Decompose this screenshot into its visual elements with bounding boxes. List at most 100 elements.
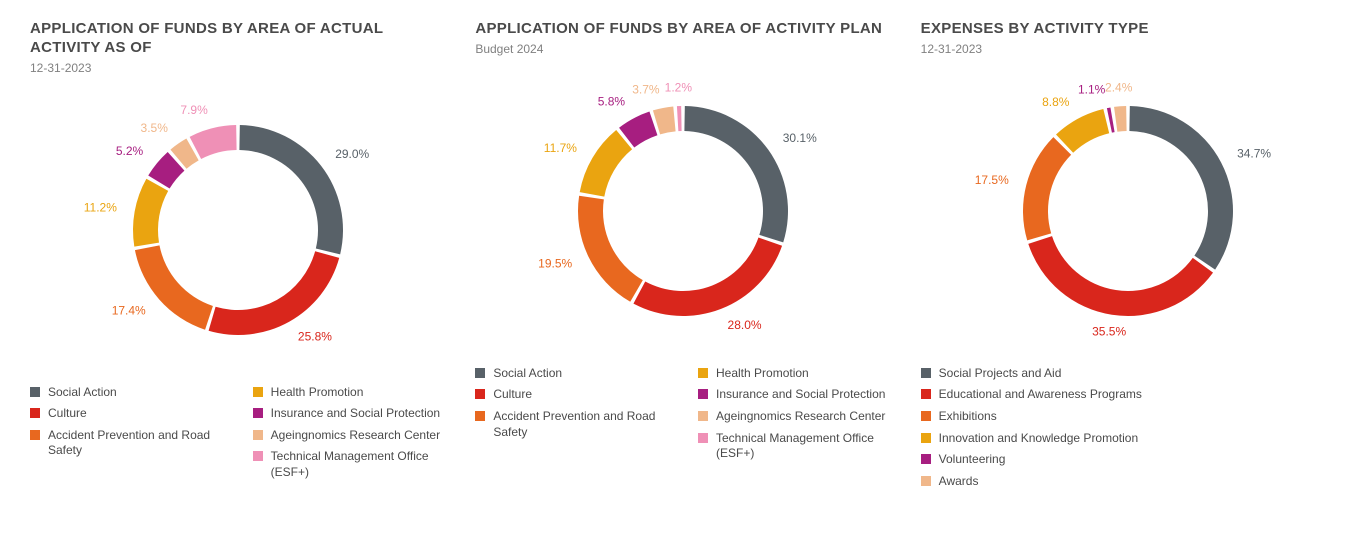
legend-label: Educational and Awareness Programs	[939, 387, 1142, 403]
donut-slice	[239, 125, 343, 254]
slice-label: 7.9%	[180, 102, 208, 116]
legend-swatch	[698, 389, 708, 399]
legend-swatch	[30, 430, 40, 440]
donut-chart-2: 34.7% 35.5% 17.5% 8.8% 1.1%2.4%	[921, 66, 1336, 356]
legend-swatch	[30, 387, 40, 397]
chart-subtitle: 12-31-2023	[921, 42, 1336, 56]
slice-label: 17.5%	[975, 173, 1009, 187]
donut-slice	[189, 125, 236, 159]
legend-item: Culture	[30, 406, 223, 422]
slice-label: 1.2%	[665, 80, 693, 94]
legend-item: Ageingnomics Research Center	[253, 428, 446, 444]
legend-swatch	[921, 433, 931, 443]
legend-swatch	[698, 433, 708, 443]
legend-label: Exhibitions	[939, 409, 997, 425]
slice-label: 19.5%	[538, 256, 572, 270]
slice-label: 2.4%	[1105, 80, 1133, 94]
legend-swatch	[921, 476, 931, 486]
legend-item: Technical Management Office (ESF+)	[253, 449, 446, 480]
donut-slice	[580, 130, 632, 197]
legend-swatch	[698, 411, 708, 421]
donut-chart-1: 30.1%28.0%19.5%11.7%5.8%3.7%1.2%	[475, 66, 890, 356]
legend-item: Educational and Awareness Programs	[921, 387, 1336, 403]
legend-label: Insurance and Social Protection	[716, 387, 885, 403]
legend-label: Accident Prevention and Road Safety	[493, 409, 668, 440]
slice-label: 3.7%	[632, 82, 660, 96]
legend-label: Accident Prevention and Road Safety	[48, 428, 223, 459]
chart-title: APPLICATION OF FUNDS BY AREA OF ACTUAL A…	[30, 20, 445, 58]
legend-swatch	[253, 451, 263, 461]
legend-item: Volunteering	[921, 452, 1336, 468]
donut-chart-0: 29.0% 25.8% 17.4% 11.2% 5.2% 3.5% 7.9%	[30, 85, 445, 375]
legend-item: Culture	[475, 387, 668, 403]
chart-panel-0: APPLICATION OF FUNDS BY AREA OF ACTUAL A…	[30, 20, 445, 525]
legend-label: Culture	[493, 387, 532, 403]
legend-item: Innovation and Knowledge Promotion	[921, 431, 1336, 447]
legend-label: Health Promotion	[716, 366, 809, 382]
legend-label: Technical Management Office (ESF+)	[716, 431, 891, 462]
legend-swatch	[921, 411, 931, 421]
donut-slice	[1130, 106, 1234, 270]
slice-label: 30.1%	[783, 131, 817, 145]
legend-label: Volunteering	[939, 452, 1006, 468]
donut-slice	[1023, 137, 1071, 240]
slice-label: 34.7%	[1237, 146, 1271, 160]
donut-slice	[133, 178, 168, 246]
legend-item: Technical Management Office (ESF+)	[698, 431, 891, 462]
donut-slice	[677, 106, 682, 131]
legend-swatch	[253, 387, 263, 397]
slice-label: 8.8%	[1042, 95, 1070, 109]
legend-swatch	[921, 368, 931, 378]
legend-item: Accident Prevention and Road Safety	[475, 409, 668, 440]
chart-legend-1: Social Action Culture Accident Prevention …	[475, 366, 890, 468]
legend-label: Social Action	[493, 366, 562, 382]
slice-label: 11.2%	[83, 200, 116, 214]
chart-legend-2: Social Projects and Aid Educational and A…	[921, 366, 1336, 496]
legend-swatch	[475, 411, 485, 421]
legend-item: Social Action	[475, 366, 668, 382]
chart-panel-2: EXPENSES BY ACTIVITY TYPE 12-31-2023 34.…	[921, 20, 1336, 525]
chart-panel-1: APPLICATION OF FUNDS BY AREA OF ACTIVITY…	[475, 20, 890, 525]
donut-slice	[208, 251, 339, 335]
legend-swatch	[921, 389, 931, 399]
legend-swatch	[698, 368, 708, 378]
slice-label: 3.5%	[140, 121, 168, 135]
legend-item: Exhibitions	[921, 409, 1336, 425]
legend-item: Insurance and Social Protection	[698, 387, 891, 403]
legend-label: Social Action	[48, 385, 117, 401]
legend-swatch	[921, 454, 931, 464]
donut-slice	[684, 106, 788, 242]
legend-swatch	[253, 430, 263, 440]
donut-slice	[1114, 106, 1127, 132]
legend-item: Accident Prevention and Road Safety	[30, 428, 223, 459]
slice-label: 25.8%	[298, 329, 332, 343]
legend-item: Ageingnomics Research Center	[698, 409, 891, 425]
slice-label: 35.5%	[1092, 324, 1126, 338]
legend-label: Ageingnomics Research Center	[716, 409, 885, 425]
chart-subtitle: Budget 2024	[475, 42, 890, 56]
slice-label: 11.7%	[544, 141, 577, 155]
legend-label: Ageingnomics Research Center	[271, 428, 440, 444]
chart-legend-0: Social Action Culture Accident Prevention …	[30, 385, 445, 487]
slice-label: 5.8%	[598, 94, 626, 108]
legend-item: Health Promotion	[698, 366, 891, 382]
legend-item: Health Promotion	[253, 385, 446, 401]
legend-swatch	[30, 408, 40, 418]
slice-label: 1.1%	[1078, 82, 1106, 96]
donut-slice	[633, 237, 782, 315]
donut-slice	[653, 106, 676, 134]
donut-slice	[135, 245, 213, 329]
chart-title: EXPENSES BY ACTIVITY TYPE	[921, 20, 1336, 39]
legend-item: Insurance and Social Protection	[253, 406, 446, 422]
legend-label: Social Projects and Aid	[939, 366, 1062, 382]
legend-label: Awards	[939, 474, 979, 490]
legend-label: Culture	[48, 406, 87, 422]
chart-subtitle: 12-31-2023	[30, 61, 445, 75]
legend-item: Awards	[921, 474, 1336, 490]
legend-item: Social Projects and Aid	[921, 366, 1336, 382]
slice-label: 29.0%	[335, 146, 369, 160]
slice-label: 5.2%	[116, 143, 144, 157]
legend-swatch	[475, 368, 485, 378]
slice-label: 17.4%	[111, 303, 145, 317]
legend-label: Technical Management Office (ESF+)	[271, 449, 446, 480]
